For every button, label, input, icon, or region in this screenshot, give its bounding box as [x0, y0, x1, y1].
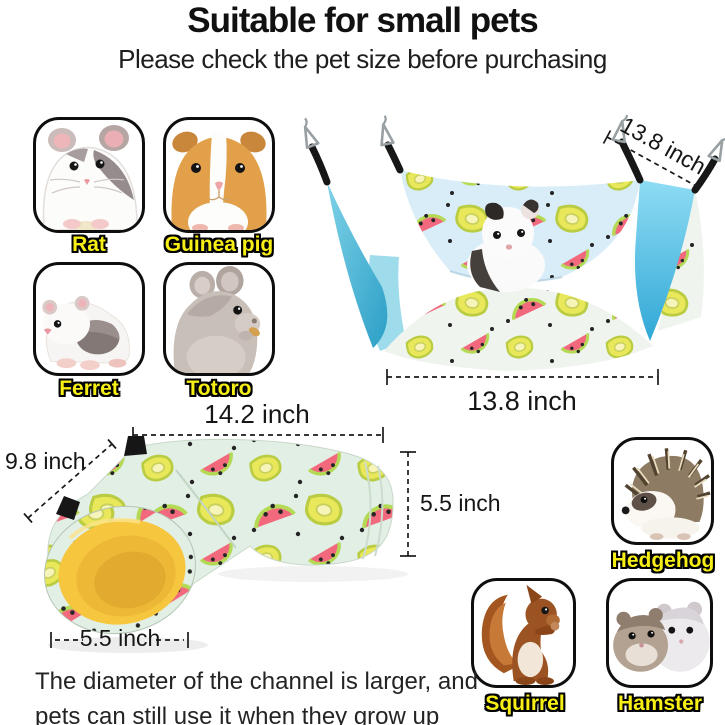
page-title: Suitable for small pets	[187, 1, 538, 40]
hammock-width-dimension: 13.8 inch	[467, 386, 577, 416]
tunnel-tab	[124, 436, 147, 456]
hedgehog-photo	[611, 437, 714, 545]
hammock-right-wing	[634, 180, 695, 341]
hedgehog-illustration	[621, 448, 711, 540]
totoro-photo	[163, 262, 275, 376]
page-subtitle: Please check the pet size before purchas…	[118, 44, 607, 74]
hammock-illustration	[303, 115, 725, 371]
tunnel-top-dimension: 14.2 inch	[204, 399, 310, 429]
ferret-photo	[33, 262, 145, 376]
tunnel-right-dimension: 5.5 inch	[420, 490, 501, 516]
guinea-pig-illustration	[171, 131, 267, 230]
hamster-photo	[606, 578, 713, 688]
size-note-line-2: pets can still use it when they grow up	[35, 703, 440, 725]
size-note-line-1: The diameter of the channel is larger, a…	[35, 668, 478, 695]
ferret-label: Ferret	[59, 377, 119, 400]
hammock-left-wing	[327, 182, 388, 348]
guinea-pig-label: Guinea pig	[164, 233, 274, 256]
squirrel-illustration	[481, 584, 560, 685]
hamster-illustration	[613, 601, 710, 672]
hedgehog-label: Hedgehog	[611, 549, 715, 572]
totoro-label: Totoro	[186, 377, 252, 400]
rat-photo	[33, 117, 145, 233]
hammock-clip	[380, 115, 395, 147]
hammock-apron	[384, 287, 653, 371]
guinea-pig-photo	[163, 117, 275, 233]
totoro-illustration	[173, 265, 261, 373]
ferret-illustration	[42, 295, 130, 371]
hammock-clip	[303, 117, 320, 150]
tunnel-left-dimension: 9.8 inch	[5, 448, 86, 474]
size-note: The diameter of the channel is larger, a…	[35, 664, 478, 725]
rat-label: Rat	[72, 233, 106, 256]
tunnel-shadow	[48, 637, 208, 653]
tunnel-shadow	[218, 566, 408, 582]
squirrel-label: Squirrel	[485, 692, 565, 715]
squirrel-photo	[471, 578, 576, 688]
rat-illustration	[42, 125, 138, 230]
tunnel-illustration	[44, 436, 408, 653]
hamster-label: Hamster	[617, 692, 703, 715]
hammock-hamster	[467, 199, 545, 292]
hammock-clip	[707, 133, 725, 163]
tunnel-opening-dimension: 5.5 inch	[79, 625, 161, 651]
